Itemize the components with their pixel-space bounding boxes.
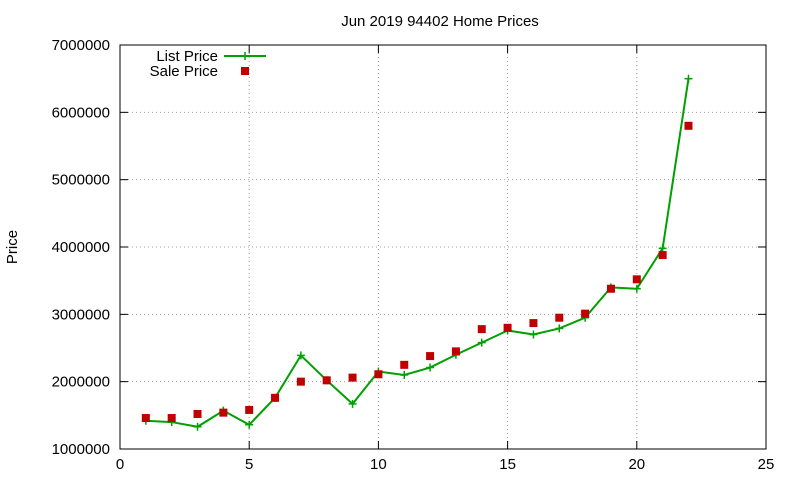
- y-axis-label: Price: [4, 230, 21, 264]
- list-price-point: [477, 338, 486, 347]
- sale-price-point: [374, 370, 383, 379]
- sale-price-point: [322, 376, 331, 385]
- list-price-point: [348, 399, 357, 408]
- series-layer: [141, 74, 693, 431]
- sale-price-point: [245, 405, 254, 414]
- list-price-line: [145, 78, 690, 428]
- sale-price-point: [632, 275, 641, 284]
- sale-price-point: [451, 347, 460, 356]
- sale-price-point: [193, 409, 202, 418]
- sale-price-point: [658, 251, 667, 260]
- y-tick-label: 6000000: [52, 104, 110, 121]
- y-tick-label: 2000000: [52, 374, 110, 391]
- list-price-point: [400, 370, 409, 379]
- x-tick-label: 25: [758, 456, 775, 473]
- y-tick-label: 5000000: [52, 172, 110, 189]
- sale-price-point: [167, 414, 176, 423]
- x-tick-label: 10: [370, 456, 387, 473]
- legend-square-swatch: [241, 67, 249, 75]
- legend-label: List Price: [156, 48, 218, 65]
- list-price-point: [658, 244, 667, 253]
- sale-price-point: [348, 373, 357, 382]
- grid-lines: [120, 45, 766, 449]
- x-tick-label: 15: [499, 456, 516, 473]
- axis-ticks: 1000000 2000000 3000000 4000000 5000000 60000…: [52, 37, 775, 473]
- sale-price-point: [503, 323, 512, 332]
- y-tick-label: 1000000: [52, 441, 110, 458]
- sale-price-point: [529, 319, 538, 328]
- list-price-point: [555, 324, 564, 333]
- sale-price-point: [141, 414, 150, 423]
- list-price-point: [684, 74, 693, 83]
- y-tick-label: 3000000: [52, 306, 110, 323]
- x-tick-label: 0: [116, 456, 124, 473]
- y-tick-label: 4000000: [52, 239, 110, 256]
- legend-plus-marker: [241, 52, 249, 60]
- list-price-point: [632, 284, 641, 293]
- sale-price-point: [606, 284, 615, 293]
- sale-price-point: [271, 393, 280, 402]
- list-price-point: [296, 351, 305, 360]
- chart-title: Jun 2019 94402 Home Prices: [341, 13, 539, 30]
- x-tick-label: 5: [245, 456, 253, 473]
- sale-price-point: [581, 309, 590, 318]
- list-price-point: [426, 363, 435, 372]
- legend-label: Sale Price: [150, 63, 218, 80]
- x-tick-label: 20: [628, 456, 645, 473]
- sale-price-point: [684, 121, 693, 130]
- sale-price-point: [477, 325, 486, 334]
- sale-price-point: [555, 313, 564, 322]
- list-price-point: [245, 420, 254, 429]
- list-price-point: [529, 330, 538, 339]
- sale-price-point: [426, 352, 435, 361]
- sale-price-point: [400, 360, 409, 369]
- list-price-point: [193, 422, 202, 431]
- sale-price-point: [296, 377, 305, 386]
- sale-price-point: [219, 408, 228, 417]
- y-tick-label: 7000000: [52, 37, 110, 54]
